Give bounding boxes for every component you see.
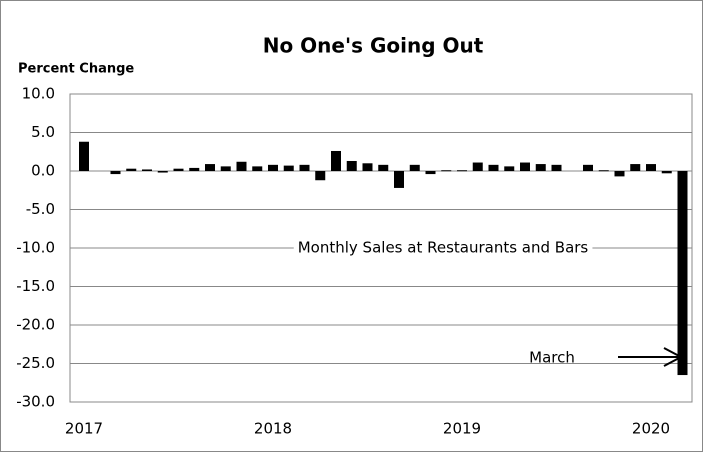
bar — [425, 171, 436, 175]
bar — [268, 164, 278, 171]
bar — [441, 170, 452, 172]
bar — [220, 166, 231, 171]
bar — [520, 162, 530, 171]
bar — [472, 162, 483, 171]
bar — [661, 171, 672, 174]
bar — [394, 171, 404, 188]
bar — [457, 170, 467, 172]
bar — [299, 164, 310, 171]
bar — [157, 171, 168, 173]
bar — [173, 168, 184, 171]
y-tick-label: -25.0 — [16, 354, 55, 372]
annotation: March — [529, 349, 575, 367]
x-tick-label: 2018 — [254, 420, 292, 438]
arrow-head — [663, 347, 684, 367]
bar — [205, 164, 215, 171]
y-tick-label: 5.0 — [31, 123, 55, 141]
x-tick-label: 2020 — [632, 420, 670, 438]
bar — [346, 160, 357, 171]
bar — [110, 171, 121, 175]
bar — [142, 169, 152, 171]
bar — [236, 161, 247, 171]
bar — [677, 171, 688, 376]
bar — [362, 163, 373, 171]
bar — [315, 171, 326, 181]
bar — [488, 164, 499, 171]
bar — [126, 168, 137, 171]
bar — [535, 164, 546, 171]
y-axis-label: Percent Change — [18, 62, 134, 77]
y-tick-label: -5.0 — [26, 200, 55, 218]
bar — [378, 164, 389, 171]
x-tick-label: 2017 — [65, 420, 103, 438]
bar — [504, 166, 515, 171]
bar — [252, 166, 263, 171]
annotation-background — [293, 238, 593, 257]
y-tick-label: 0.0 — [31, 162, 55, 180]
bar — [283, 165, 294, 171]
y-tick-label: -30.0 — [16, 393, 55, 411]
bar — [583, 164, 593, 171]
bar — [189, 167, 200, 171]
y-tick-label: 10.0 — [22, 85, 55, 103]
annotation: Monthly Sales at Restaurants and Bars — [298, 239, 589, 257]
bar — [551, 164, 562, 171]
bar — [646, 164, 656, 171]
bar — [630, 164, 641, 171]
bar — [614, 171, 625, 177]
bar — [79, 141, 89, 171]
y-tick-label: -15.0 — [16, 277, 55, 295]
chart-title: No One's Going Out — [263, 34, 484, 58]
x-tick-label: 2019 — [443, 420, 481, 438]
bar — [598, 170, 609, 172]
y-tick-label: -20.0 — [16, 316, 55, 334]
bar — [409, 164, 420, 171]
y-tick-label: -10.0 — [16, 239, 55, 257]
bar — [331, 150, 341, 171]
